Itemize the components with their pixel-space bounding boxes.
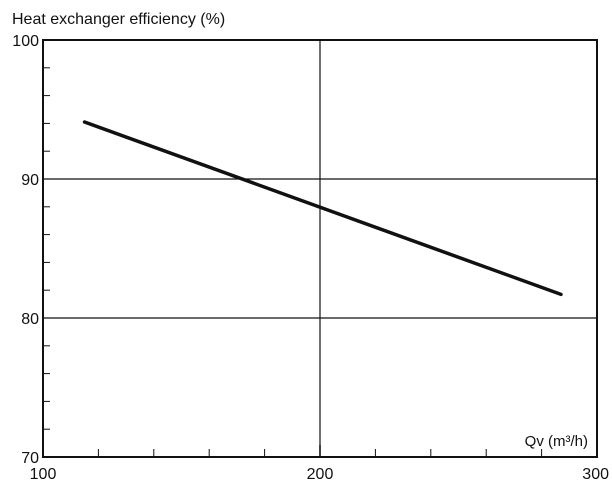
y-tick-label: 70 bbox=[21, 450, 39, 467]
minor-ticks bbox=[42, 67, 598, 457]
x-axis-label: Qv (m³/h) bbox=[525, 433, 588, 450]
y-tick-label: 80 bbox=[21, 311, 39, 328]
x-tick-label: 100 bbox=[30, 466, 57, 483]
series-line bbox=[82, 120, 563, 297]
y-tick-label: 100 bbox=[12, 33, 39, 50]
x-tick-label: 200 bbox=[307, 466, 334, 483]
y-tick-labels: 100 90 80 70 bbox=[12, 33, 39, 467]
y-axis-label: Heat exchanger efficiency (%) bbox=[12, 11, 225, 28]
series bbox=[82, 120, 563, 297]
x-tick-labels: 100 200 300 bbox=[30, 466, 609, 483]
y-tick-label: 90 bbox=[21, 172, 39, 189]
grid bbox=[43, 40, 597, 457]
x-tick-label: 300 bbox=[582, 466, 609, 483]
plot-frame bbox=[42, 39, 598, 458]
